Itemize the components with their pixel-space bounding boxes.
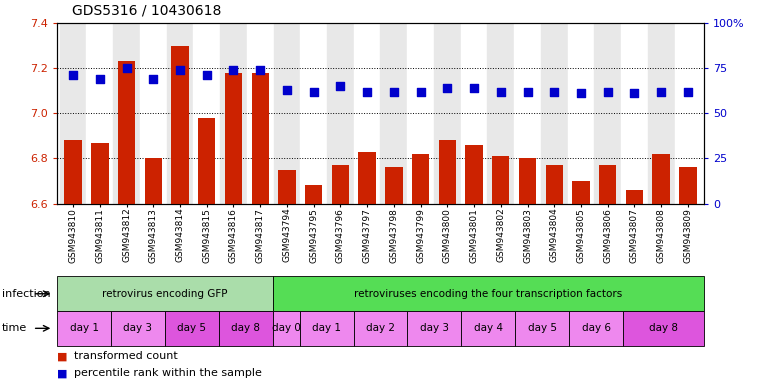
- Bar: [412, 154, 429, 204]
- Text: day 1: day 1: [69, 323, 98, 333]
- Point: [94, 76, 106, 82]
- Bar: [118, 61, 135, 204]
- Bar: [626, 190, 643, 204]
- Point: [415, 89, 427, 95]
- Point: [495, 89, 507, 95]
- Point: [254, 67, 266, 73]
- Point: [629, 90, 641, 96]
- Bar: [193, 23, 220, 204]
- Text: day 2: day 2: [366, 323, 395, 333]
- Bar: [519, 159, 537, 204]
- Bar: [171, 46, 189, 204]
- Point: [468, 85, 480, 91]
- Point: [575, 90, 587, 96]
- Bar: [220, 23, 247, 204]
- Point: [307, 89, 320, 95]
- Bar: [434, 23, 460, 204]
- Text: GDS5316 / 10430618: GDS5316 / 10430618: [72, 4, 221, 18]
- Point: [334, 83, 346, 89]
- Bar: [354, 23, 380, 204]
- Point: [521, 89, 533, 95]
- Bar: [358, 152, 376, 204]
- Bar: [60, 23, 87, 204]
- Bar: [305, 185, 323, 204]
- Bar: [198, 118, 215, 204]
- Point: [174, 67, 186, 73]
- Bar: [438, 141, 456, 204]
- Bar: [487, 23, 514, 204]
- Bar: [327, 23, 354, 204]
- Text: day 0: day 0: [272, 323, 301, 333]
- Bar: [140, 23, 167, 204]
- Bar: [594, 23, 621, 204]
- Point: [67, 72, 79, 78]
- Text: day 4: day 4: [474, 323, 503, 333]
- Bar: [541, 23, 568, 204]
- Text: day 8: day 8: [649, 323, 678, 333]
- Point: [388, 89, 400, 95]
- Text: day 5: day 5: [527, 323, 557, 333]
- Bar: [380, 23, 407, 204]
- Bar: [167, 23, 193, 204]
- Bar: [91, 142, 109, 204]
- Bar: [514, 23, 541, 204]
- Bar: [466, 145, 482, 204]
- Text: ■: ■: [57, 368, 68, 378]
- Point: [602, 89, 614, 95]
- Bar: [247, 23, 274, 204]
- Bar: [279, 170, 295, 204]
- Text: day 6: day 6: [581, 323, 610, 333]
- Text: transformed count: transformed count: [74, 351, 177, 361]
- Text: time: time: [2, 323, 27, 333]
- Bar: [274, 23, 301, 204]
- Bar: [546, 165, 563, 204]
- Bar: [652, 154, 670, 204]
- Point: [441, 85, 454, 91]
- Text: day 5: day 5: [177, 323, 206, 333]
- Text: retrovirus encoding GFP: retrovirus encoding GFP: [102, 289, 228, 299]
- Bar: [301, 23, 327, 204]
- Point: [655, 89, 667, 95]
- Text: day 8: day 8: [231, 323, 260, 333]
- Text: day 3: day 3: [123, 323, 152, 333]
- Bar: [87, 23, 113, 204]
- Bar: [460, 23, 487, 204]
- Bar: [680, 167, 696, 204]
- Bar: [252, 73, 269, 204]
- Point: [361, 89, 373, 95]
- Bar: [407, 23, 434, 204]
- Bar: [385, 167, 403, 204]
- Bar: [674, 23, 701, 204]
- Point: [281, 87, 293, 93]
- Point: [548, 89, 560, 95]
- Text: ■: ■: [57, 351, 68, 361]
- Bar: [568, 23, 594, 204]
- Bar: [648, 23, 674, 204]
- Bar: [572, 181, 590, 204]
- Point: [201, 72, 213, 78]
- Bar: [621, 23, 648, 204]
- Bar: [599, 165, 616, 204]
- Bar: [145, 159, 162, 204]
- Text: day 1: day 1: [312, 323, 341, 333]
- Text: retroviruses encoding the four transcription factors: retroviruses encoding the four transcrip…: [354, 289, 622, 299]
- Point: [228, 67, 240, 73]
- Text: percentile rank within the sample: percentile rank within the sample: [74, 368, 262, 378]
- Point: [120, 65, 132, 71]
- Bar: [113, 23, 140, 204]
- Bar: [65, 141, 81, 204]
- Bar: [224, 73, 242, 204]
- Text: infection: infection: [2, 289, 50, 299]
- Point: [682, 89, 694, 95]
- Bar: [492, 156, 509, 204]
- Text: day 3: day 3: [420, 323, 449, 333]
- Point: [147, 76, 159, 82]
- Bar: [332, 165, 349, 204]
